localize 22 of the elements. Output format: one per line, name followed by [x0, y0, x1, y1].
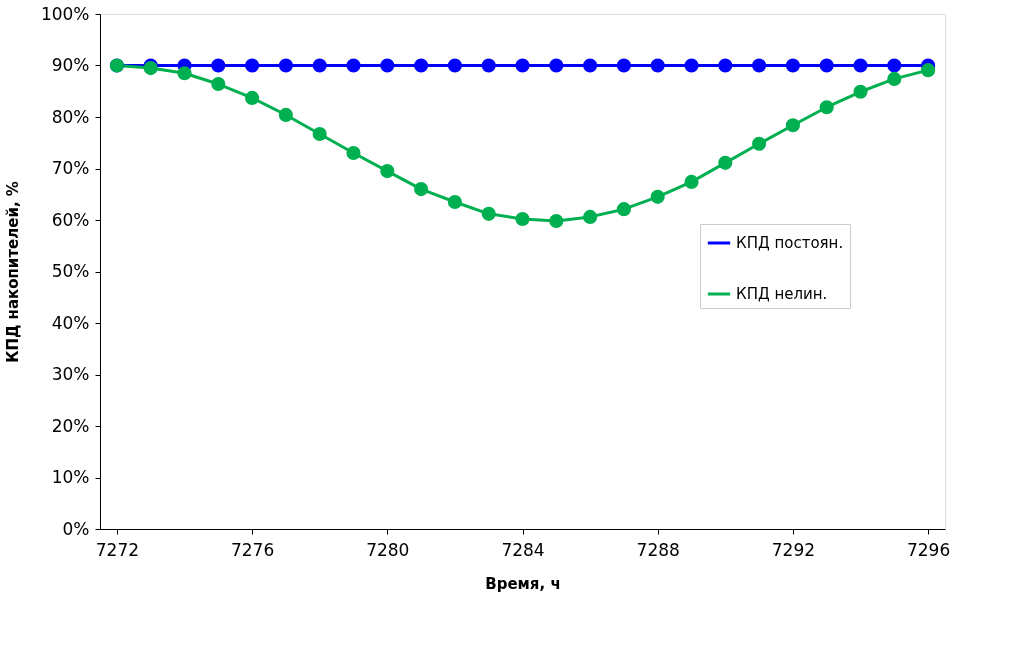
- x-tick-label: 7288: [636, 539, 680, 560]
- y-tick-label: 30%: [51, 364, 90, 384]
- y-tick-label: 20%: [51, 415, 90, 436]
- y-tick-label: 60%: [51, 209, 90, 230]
- x-tick-label: 7284: [501, 539, 545, 560]
- y-tick-label: 100%: [40, 3, 90, 24]
- x-tick-label: 7296: [906, 539, 951, 560]
- x-tick-label: 7280: [366, 539, 410, 560]
- x-tick-label: 7292: [771, 539, 816, 560]
- x-tick-label: 7276: [230, 539, 275, 560]
- y-tick-label: 50%: [51, 261, 90, 281]
- y-tick-label: 80%: [51, 106, 90, 127]
- x-axis-title: Время, ч: [485, 574, 561, 593]
- legend-label: КПД постоян.: [736, 234, 844, 252]
- y-tick-label: 10%: [51, 467, 90, 487]
- y-axis-title: КПД накопителей, %: [3, 181, 22, 363]
- x-tick-label: 7272: [95, 539, 140, 560]
- y-tick-label: 0%: [62, 518, 90, 539]
- legend-label: КПД нелин.: [736, 285, 828, 303]
- y-tick-label: 90%: [51, 55, 90, 75]
- y-tick-label: 70%: [51, 158, 90, 178]
- y-tick-label: 40%: [51, 312, 90, 333]
